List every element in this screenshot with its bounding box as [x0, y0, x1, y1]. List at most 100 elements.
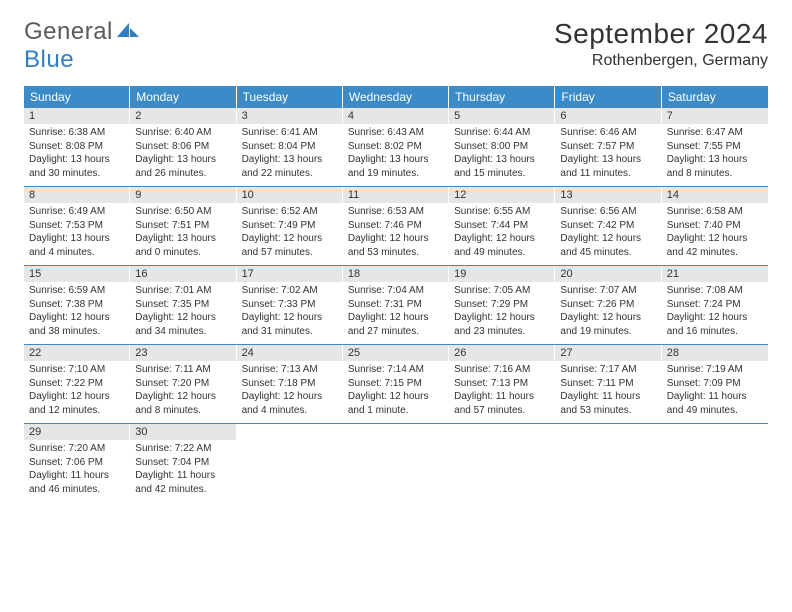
- day-content: Sunrise: 6:43 AMSunset: 8:02 PMDaylight:…: [343, 124, 448, 184]
- day-content: Sunrise: 7:19 AMSunset: 7:09 PMDaylight:…: [662, 361, 768, 421]
- daylight-line: Daylight: 13 hours and 0 minutes.: [135, 232, 230, 259]
- daylight-line: Daylight: 12 hours and 19 minutes.: [560, 311, 655, 338]
- day-cell: 2Sunrise: 6:40 AMSunset: 8:06 PMDaylight…: [130, 108, 236, 186]
- sunrise-line: Sunrise: 7:08 AM: [667, 284, 763, 298]
- sunset-line: Sunset: 7:20 PM: [135, 377, 230, 391]
- day-content: Sunrise: 6:56 AMSunset: 7:42 PMDaylight:…: [555, 203, 660, 263]
- day-content: Sunrise: 6:40 AMSunset: 8:06 PMDaylight:…: [130, 124, 235, 184]
- week-row: 22Sunrise: 7:10 AMSunset: 7:22 PMDayligh…: [24, 345, 768, 424]
- sunset-line: Sunset: 7:33 PM: [242, 298, 337, 312]
- sunrise-line: Sunrise: 7:04 AM: [348, 284, 443, 298]
- weekday-header: Sunday: [24, 86, 130, 108]
- sunrise-line: Sunrise: 6:59 AM: [29, 284, 124, 298]
- day-cell: [555, 424, 661, 502]
- daylight-line: Daylight: 13 hours and 4 minutes.: [29, 232, 124, 259]
- day-number: 29: [24, 424, 129, 440]
- sunrise-line: Sunrise: 7:22 AM: [135, 442, 230, 456]
- day-content: Sunrise: 6:55 AMSunset: 7:44 PMDaylight:…: [449, 203, 554, 263]
- sunset-line: Sunset: 7:22 PM: [29, 377, 124, 391]
- daylight-line: Daylight: 13 hours and 11 minutes.: [560, 153, 655, 180]
- weekday-header: Wednesday: [343, 86, 449, 108]
- sunset-line: Sunset: 7:46 PM: [348, 219, 443, 233]
- sunrise-line: Sunrise: 7:05 AM: [454, 284, 549, 298]
- sunrise-line: Sunrise: 7:02 AM: [242, 284, 337, 298]
- sunset-line: Sunset: 7:42 PM: [560, 219, 655, 233]
- day-cell: 5Sunrise: 6:44 AMSunset: 8:00 PMDaylight…: [449, 108, 555, 186]
- day-cell: 27Sunrise: 7:17 AMSunset: 7:11 PMDayligh…: [555, 345, 661, 423]
- sunrise-line: Sunrise: 7:17 AM: [560, 363, 655, 377]
- daylight-line: Daylight: 13 hours and 22 minutes.: [242, 153, 337, 180]
- header: GeneralBlue September 2024 Rothenbergen,…: [24, 18, 768, 74]
- day-number: 26: [449, 345, 554, 361]
- title-block: September 2024 Rothenbergen, Germany: [554, 18, 768, 70]
- sunset-line: Sunset: 7:44 PM: [454, 219, 549, 233]
- daylight-line: Daylight: 12 hours and 38 minutes.: [29, 311, 124, 338]
- day-number: 1: [24, 108, 129, 124]
- sunset-line: Sunset: 7:26 PM: [560, 298, 655, 312]
- sunset-line: Sunset: 7:11 PM: [560, 377, 655, 391]
- day-number: 13: [555, 187, 660, 203]
- calendar-grid: SundayMondayTuesdayWednesdayThursdayFrid…: [24, 86, 768, 502]
- day-cell: 17Sunrise: 7:02 AMSunset: 7:33 PMDayligh…: [237, 266, 343, 344]
- daylight-line: Daylight: 11 hours and 46 minutes.: [29, 469, 124, 496]
- daylight-line: Daylight: 12 hours and 34 minutes.: [135, 311, 230, 338]
- day-cell: 15Sunrise: 6:59 AMSunset: 7:38 PMDayligh…: [24, 266, 130, 344]
- day-number: 2: [130, 108, 235, 124]
- sunrise-line: Sunrise: 6:52 AM: [242, 205, 337, 219]
- day-cell: 7Sunrise: 6:47 AMSunset: 7:55 PMDaylight…: [662, 108, 768, 186]
- day-number: 15: [24, 266, 129, 282]
- sunset-line: Sunset: 7:49 PM: [242, 219, 337, 233]
- day-content: Sunrise: 6:52 AMSunset: 7:49 PMDaylight:…: [237, 203, 342, 263]
- day-number: 10: [237, 187, 342, 203]
- day-number: 17: [237, 266, 342, 282]
- day-number: 20: [555, 266, 660, 282]
- day-cell: 23Sunrise: 7:11 AMSunset: 7:20 PMDayligh…: [130, 345, 236, 423]
- sunset-line: Sunset: 7:31 PM: [348, 298, 443, 312]
- daylight-line: Daylight: 12 hours and 31 minutes.: [242, 311, 337, 338]
- daylight-line: Daylight: 12 hours and 1 minute.: [348, 390, 443, 417]
- sunrise-line: Sunrise: 6:38 AM: [29, 126, 124, 140]
- sunset-line: Sunset: 8:06 PM: [135, 140, 230, 154]
- day-cell: 28Sunrise: 7:19 AMSunset: 7:09 PMDayligh…: [662, 345, 768, 423]
- sunrise-line: Sunrise: 6:55 AM: [454, 205, 549, 219]
- day-number: 27: [555, 345, 660, 361]
- day-number: 22: [24, 345, 129, 361]
- day-cell: [343, 424, 449, 502]
- daylight-line: Daylight: 11 hours and 49 minutes.: [667, 390, 763, 417]
- day-content: Sunrise: 6:59 AMSunset: 7:38 PMDaylight:…: [24, 282, 129, 342]
- day-cell: 16Sunrise: 7:01 AMSunset: 7:35 PMDayligh…: [130, 266, 236, 344]
- daylight-line: Daylight: 11 hours and 42 minutes.: [135, 469, 230, 496]
- sunset-line: Sunset: 7:51 PM: [135, 219, 230, 233]
- daylight-line: Daylight: 12 hours and 45 minutes.: [560, 232, 655, 259]
- daylight-line: Daylight: 13 hours and 30 minutes.: [29, 153, 124, 180]
- day-content: Sunrise: 7:02 AMSunset: 7:33 PMDaylight:…: [237, 282, 342, 342]
- day-cell: 4Sunrise: 6:43 AMSunset: 8:02 PMDaylight…: [343, 108, 449, 186]
- day-cell: 24Sunrise: 7:13 AMSunset: 7:18 PMDayligh…: [237, 345, 343, 423]
- day-cell: [237, 424, 343, 502]
- month-title: September 2024: [554, 18, 768, 50]
- weekday-header: Tuesday: [237, 86, 343, 108]
- day-content: Sunrise: 7:11 AMSunset: 7:20 PMDaylight:…: [130, 361, 235, 421]
- day-content: Sunrise: 7:16 AMSunset: 7:13 PMDaylight:…: [449, 361, 554, 421]
- day-number: 8: [24, 187, 129, 203]
- sunrise-line: Sunrise: 6:43 AM: [348, 126, 443, 140]
- sunrise-line: Sunrise: 6:44 AM: [454, 126, 549, 140]
- daylight-line: Daylight: 12 hours and 23 minutes.: [454, 311, 549, 338]
- day-number: 7: [662, 108, 768, 124]
- week-row: 29Sunrise: 7:20 AMSunset: 7:06 PMDayligh…: [24, 424, 768, 502]
- sunrise-line: Sunrise: 6:46 AM: [560, 126, 655, 140]
- day-number: 19: [449, 266, 554, 282]
- day-cell: 18Sunrise: 7:04 AMSunset: 7:31 PMDayligh…: [343, 266, 449, 344]
- sunset-line: Sunset: 7:06 PM: [29, 456, 124, 470]
- weekday-header: Friday: [555, 86, 661, 108]
- day-cell: 1Sunrise: 6:38 AMSunset: 8:08 PMDaylight…: [24, 108, 130, 186]
- week-row: 8Sunrise: 6:49 AMSunset: 7:53 PMDaylight…: [24, 187, 768, 266]
- logo: GeneralBlue: [24, 18, 139, 74]
- sunset-line: Sunset: 7:57 PM: [560, 140, 655, 154]
- sunset-line: Sunset: 8:00 PM: [454, 140, 549, 154]
- sunset-line: Sunset: 7:15 PM: [348, 377, 443, 391]
- day-cell: 11Sunrise: 6:53 AMSunset: 7:46 PMDayligh…: [343, 187, 449, 265]
- week-row: 1Sunrise: 6:38 AMSunset: 8:08 PMDaylight…: [24, 108, 768, 187]
- sunset-line: Sunset: 7:35 PM: [135, 298, 230, 312]
- sunset-line: Sunset: 7:18 PM: [242, 377, 337, 391]
